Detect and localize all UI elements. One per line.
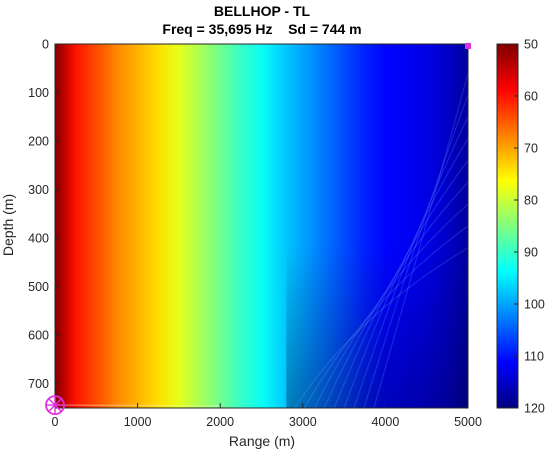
colorbar: 50 60 70 80 90 100 110 120 xyxy=(496,38,545,416)
colorbar-ticks: 50 60 70 80 90 100 110 120 xyxy=(514,38,545,416)
shadow-zone xyxy=(286,44,468,408)
striation xyxy=(294,247,469,409)
plot-area: 0 1000 2000 3000 4000 5000 0 100 200 300 400 500 60… xyxy=(28,38,482,430)
x-axis: 0 1000 2000 3000 4000 5000 xyxy=(52,403,482,429)
chart-subtitle: Freq = 35,695 Hz Sd = 744 m xyxy=(162,21,361,37)
striation xyxy=(333,160,469,409)
y-axis-label: Depth (m) xyxy=(0,194,16,256)
colorbar-tick-label: 110 xyxy=(524,350,544,364)
source-marker xyxy=(45,395,65,415)
y-tick-label: 600 xyxy=(28,329,49,343)
y-tick-label: 400 xyxy=(28,232,49,246)
striation xyxy=(353,116,469,409)
striation xyxy=(323,181,469,409)
receiver-marker xyxy=(465,43,471,49)
striation xyxy=(313,203,469,409)
x-tick-label: 5000 xyxy=(454,415,482,429)
striation xyxy=(373,72,469,409)
x-tick-label: 2000 xyxy=(206,415,234,429)
y-tick-label: 700 xyxy=(28,377,49,391)
x-tick-label: 4000 xyxy=(371,415,399,429)
y-tick-label: 300 xyxy=(28,183,49,197)
y-tick-label: 100 xyxy=(28,86,49,100)
y-axis: 0 100 200 300 400 500 600 700 xyxy=(28,38,60,391)
x-tick-label: 1000 xyxy=(124,415,152,429)
y-tick-label: 200 xyxy=(28,135,49,149)
colorbar-scale xyxy=(496,43,519,409)
x-axis-label: Range (m) xyxy=(229,433,295,449)
colorbar-tick-label: 90 xyxy=(524,246,538,260)
colorbar-tick-label: 100 xyxy=(524,298,545,312)
striation xyxy=(363,94,469,409)
x-tick-label: 0 xyxy=(52,415,59,429)
markers xyxy=(45,43,471,415)
colorbar-tick-label: 50 xyxy=(524,38,538,52)
y-tick-label: 0 xyxy=(42,38,49,52)
y-tick-label: 500 xyxy=(28,280,49,294)
colorbar-tick-label: 80 xyxy=(524,194,538,208)
colorbar-tick-label: 60 xyxy=(524,90,538,104)
x-tick-label: 3000 xyxy=(289,415,317,429)
striation xyxy=(303,225,469,409)
colorbar-tick-label: 70 xyxy=(524,142,538,156)
chart-title: BELLHOP - TL xyxy=(214,3,311,19)
striation xyxy=(343,138,469,409)
colorbar-tick-label: 120 xyxy=(524,402,545,416)
plot-frame xyxy=(54,43,469,409)
